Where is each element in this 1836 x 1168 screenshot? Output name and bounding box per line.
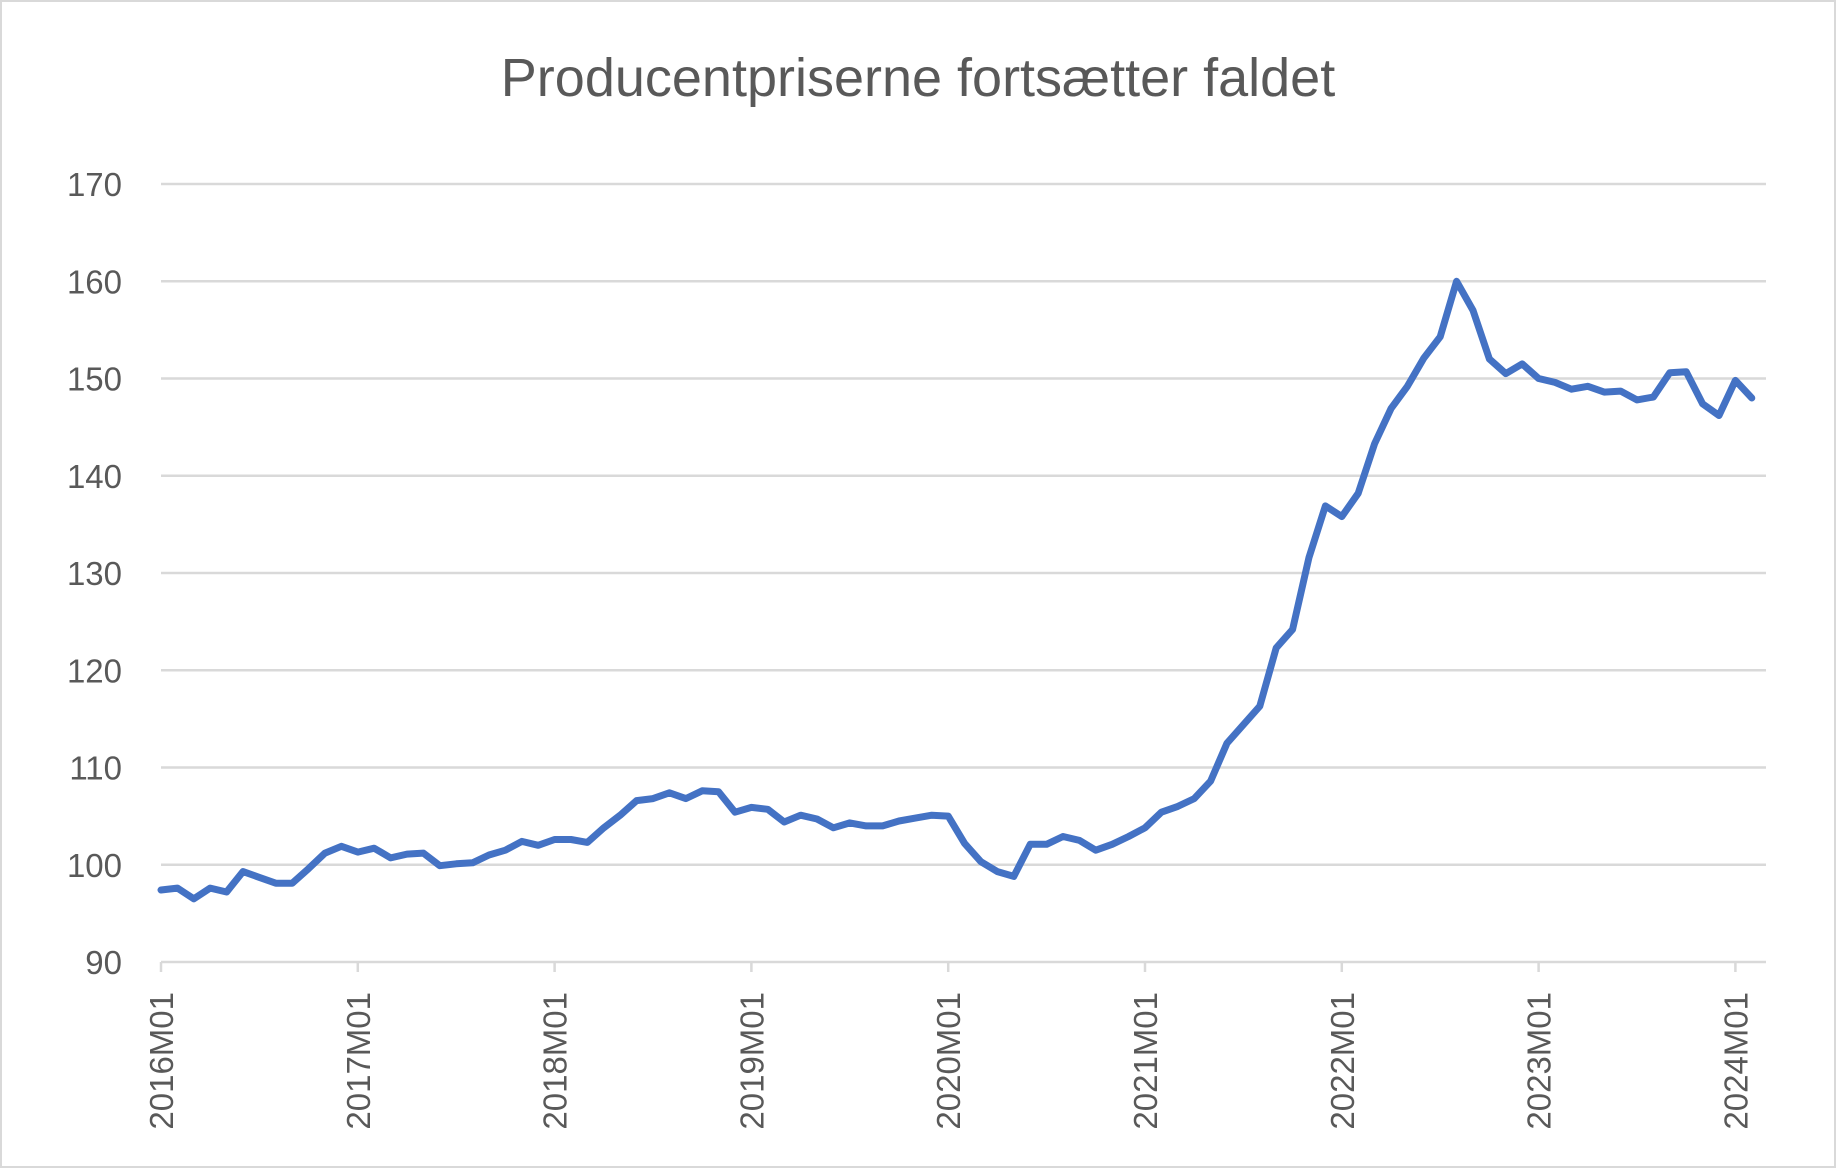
y-tick-label: 170 xyxy=(67,166,122,203)
x-tick-label: 2024M01 xyxy=(1717,992,1754,1130)
y-tick-label: 90 xyxy=(85,944,122,981)
x-axis xyxy=(159,960,1766,972)
y-tick-label: 100 xyxy=(67,847,122,884)
x-tick-label: 2022M01 xyxy=(1324,992,1361,1130)
x-tick-label: 2019M01 xyxy=(733,992,770,1130)
series-layer xyxy=(157,277,1756,903)
y-axis-tick-labels: 90 100 110 120 130 140 150 160 170 xyxy=(67,166,122,981)
chart-title: Producentpriserne fortsætter faldet xyxy=(501,48,1335,108)
x-axis-tick-labels: 2016M01 2017M01 2018M01 2019M01 2020M01 2021M… xyxy=(143,992,1754,1130)
y-tick-label: 110 xyxy=(69,750,122,787)
series-line xyxy=(157,277,1756,903)
y-tick-label: 150 xyxy=(67,361,122,398)
x-tick-label: 2021M01 xyxy=(1127,992,1164,1130)
y-tick-label: 160 xyxy=(67,263,122,300)
x-tick-label: 2023M01 xyxy=(1521,992,1558,1130)
y-tick-label: 120 xyxy=(67,652,122,689)
x-tick-label: 2016M01 xyxy=(143,992,180,1130)
gridlines xyxy=(161,182,1766,866)
x-tick-label: 2020M01 xyxy=(930,992,967,1130)
x-tick-label: 2017M01 xyxy=(340,992,377,1130)
y-tick-label: 140 xyxy=(67,458,122,495)
y-tick-label: 130 xyxy=(67,555,122,592)
x-tick-label: 2018M01 xyxy=(537,992,574,1130)
